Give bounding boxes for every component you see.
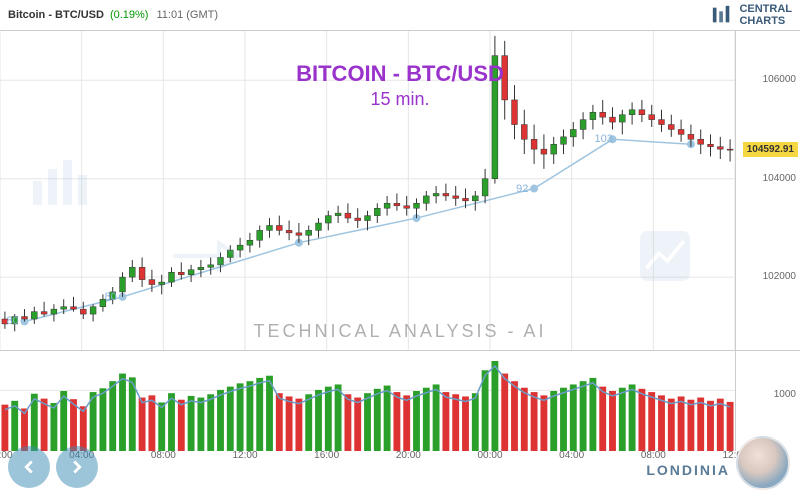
x-tick: 20:00 bbox=[396, 450, 421, 461]
header-left: Bitcoin - BTC/USD (0.19%) 11:01 (GMT) bbox=[8, 9, 218, 21]
y-tick: 102000 bbox=[763, 271, 796, 282]
vol-tick: 1000 bbox=[774, 389, 796, 400]
assistant-avatar[interactable] bbox=[736, 436, 790, 490]
brand-logo[interactable]: CENTRAL CHARTS bbox=[711, 3, 792, 27]
x-tick: 08:00 bbox=[151, 450, 176, 461]
volume-area[interactable]: 1000 bbox=[0, 350, 800, 450]
centralcharts-icon bbox=[711, 4, 733, 26]
volume-chart bbox=[0, 351, 735, 451]
indicator-label: 80 bbox=[105, 291, 117, 303]
y-tick: 104000 bbox=[763, 173, 796, 184]
indicator-label: 92 bbox=[516, 183, 528, 195]
indicator-label: 80 bbox=[7, 315, 19, 327]
main-chart-area[interactable]: BITCOIN - BTC/USD 15 min. TECHNICAL ANAL… bbox=[0, 30, 800, 350]
x-tick: 08:00 bbox=[641, 450, 666, 461]
arrow-right-icon bbox=[66, 456, 88, 478]
nav-forward-button[interactable] bbox=[56, 446, 98, 488]
y-tick: 106000 bbox=[763, 74, 796, 85]
logo-top: CENTRAL bbox=[739, 3, 792, 15]
title-main: BITCOIN - BTC/USD bbox=[296, 61, 504, 87]
x-tick: 04:00 bbox=[559, 450, 584, 461]
logo-text: CENTRAL CHARTS bbox=[739, 3, 792, 27]
y-axis: 102000 104000 106000 104592.91 bbox=[735, 31, 800, 351]
timestamp: 11:01 (GMT) bbox=[156, 9, 218, 21]
pct-change: (0.19%) bbox=[110, 9, 149, 21]
ta-label: TECHNICAL ANALYSIS - AI bbox=[253, 321, 546, 342]
x-axis: 00:0004:0008:0012:0016:0020:0000:0004:00… bbox=[0, 450, 735, 470]
price-badge: 104592.91 bbox=[743, 142, 798, 157]
londinia-label: LONDINIA bbox=[646, 462, 730, 478]
arrow-left-icon bbox=[18, 456, 40, 478]
chart-title: BITCOIN - BTC/USD 15 min. bbox=[296, 61, 504, 110]
nav-back-button[interactable] bbox=[8, 446, 50, 488]
title-sub: 15 min. bbox=[296, 89, 504, 110]
ticker-name: Bitcoin - BTC/USD bbox=[8, 9, 104, 21]
x-tick: 16:00 bbox=[314, 450, 339, 461]
header: Bitcoin - BTC/USD (0.19%) 11:01 (GMT) CE… bbox=[0, 0, 800, 30]
x-tick: 00:00 bbox=[477, 450, 502, 461]
logo-bottom: CHARTS bbox=[739, 15, 792, 27]
indicator-label: 103 bbox=[595, 133, 613, 145]
x-tick: 12:00 bbox=[232, 450, 257, 461]
